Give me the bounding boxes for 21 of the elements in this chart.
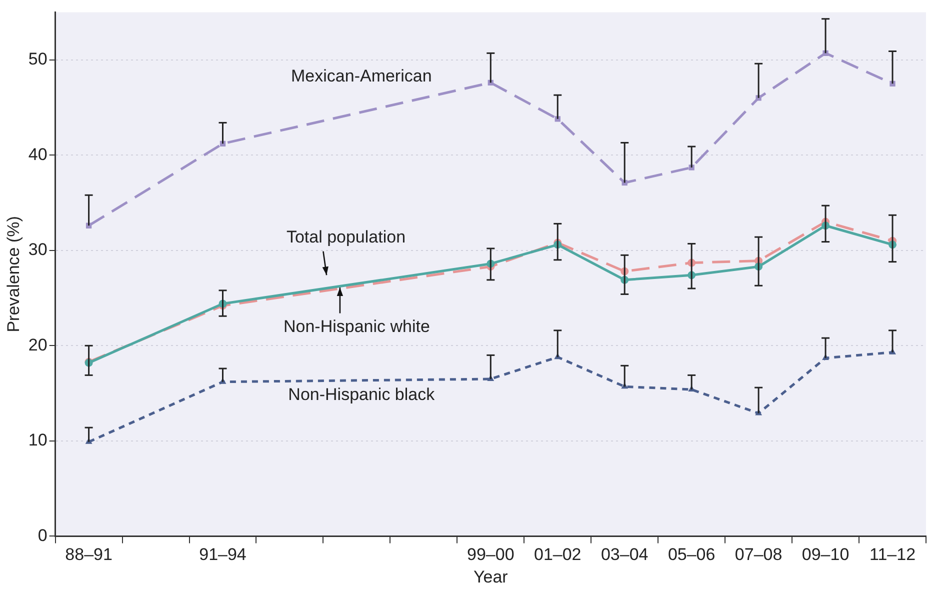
y-tick-label: 10 bbox=[28, 430, 48, 450]
x-tick-label: 11–12 bbox=[870, 545, 916, 564]
y-tick-label: 30 bbox=[28, 240, 48, 260]
x-tick-label: 07–08 bbox=[734, 545, 782, 564]
x-tick-label: 88–91 bbox=[65, 545, 112, 564]
x-tick-label: 03–04 bbox=[600, 545, 648, 564]
x-tick-label: 09–10 bbox=[802, 545, 850, 564]
series-label: Non-Hispanic white bbox=[283, 317, 430, 336]
y-tick-label: 0 bbox=[38, 526, 48, 545]
y-tick-label: 50 bbox=[28, 50, 48, 69]
y-axis-title: Prevalence (%) bbox=[4, 216, 23, 332]
y-tick-label: 20 bbox=[28, 335, 48, 354]
y-tick-label: 40 bbox=[28, 144, 48, 164]
x-tick-label: 01–02 bbox=[534, 545, 582, 564]
series-label: Total population bbox=[286, 228, 406, 247]
series-label: Non-Hispanic black bbox=[288, 384, 436, 404]
series-label: Mexican-American bbox=[291, 66, 432, 86]
x-tick-label: 05–06 bbox=[668, 545, 716, 564]
x-axis-title: Year bbox=[473, 567, 508, 586]
x-tick-label: 99–00 bbox=[467, 545, 514, 564]
x-tick-label: 91–94 bbox=[199, 545, 246, 564]
